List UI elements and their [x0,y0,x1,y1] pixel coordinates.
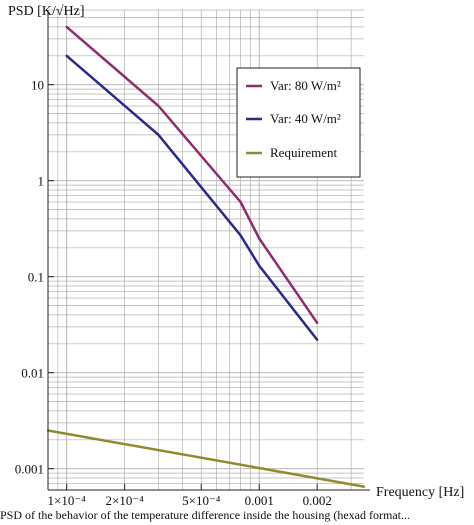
series-1-point [157,133,160,137]
series-layer [46,25,366,488]
y-tick-label: 10 [31,78,44,93]
x-tick-label: 1×10⁻⁴ [48,493,87,508]
y-tick-label: 1 [38,174,45,189]
series-1-point [65,54,68,57]
legend-label-80: Var: 80 W/m² [270,78,341,93]
series-0-point [258,237,261,240]
legend: Var: 80 W/m² Var: 40 W/m² Requirement [236,67,361,178]
y-tick-label: 0.001 [15,462,44,477]
series-2-point [362,485,366,488]
series-1-point [239,234,242,237]
series-1-point [316,338,319,342]
series-1-point [258,264,261,267]
figure-caption: PSD of the behavior of the temperature d… [0,508,410,522]
y-tick-label: 0.01 [21,366,44,381]
x-tick-label: 5×10⁻⁴ [182,493,221,508]
series-0-point [65,25,68,29]
series-line-2 [47,429,365,488]
series-0-point [316,321,319,325]
x-tick-label: 0.002 [303,493,332,508]
y-axis-label: PSD [K/√Hz] [8,4,85,19]
legend-label-40: Var: 40 W/m² [270,111,341,126]
y-tick-label: 0.1 [28,270,44,285]
legend-label-requirement: Requirement [270,145,338,160]
x-tick-label: 0.001 [245,493,274,508]
x-tick-label: 2×10⁻⁴ [106,493,145,508]
axes: 10 1 0.1 0.01 0.001 1×10⁻⁴ 2×10⁻⁴ 5×10⁻⁴ 0.001 0.… [15,10,370,508]
x-axis-label: Frequency [Hz] [376,485,464,500]
series-0-point [157,104,160,108]
series-0-point [239,200,242,204]
